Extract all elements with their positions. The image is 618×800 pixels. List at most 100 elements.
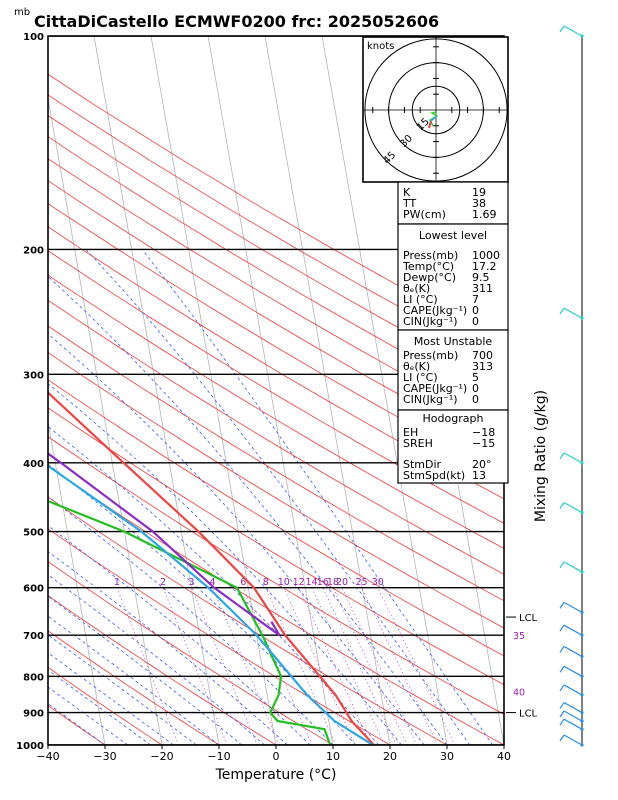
mixing-ratio-label: 6	[240, 577, 246, 588]
index-label: PW(cm)	[403, 208, 446, 221]
y-tick-label: 300	[23, 370, 44, 381]
moist-adiabat	[48, 550, 288, 745]
wind-barb-flag	[559, 307, 565, 315]
dry-adiabat	[48, 352, 504, 629]
wind-barb	[563, 665, 583, 677]
wind-barb-dot	[580, 610, 584, 614]
pressure-units-label: mb	[14, 7, 30, 18]
x-tick-label: −40	[36, 750, 59, 763]
index-label: CIN(Jkg⁻¹)	[403, 393, 458, 406]
dry-adiabat	[48, 496, 448, 745]
index-label: StmSpd(kt)	[403, 469, 465, 482]
dry-adiabat	[48, 115, 504, 386]
wind-barb-dot	[580, 570, 584, 574]
wind-barb-flag	[559, 624, 565, 632]
mixing-ratio-line	[311, 587, 385, 745]
mixing-ratio-line	[332, 587, 408, 745]
x-tick-label: 0	[273, 750, 280, 763]
mixing-ratio-label: 12	[293, 577, 305, 588]
mixing-ratio-label: 8	[263, 577, 269, 588]
wind-barb-flag	[559, 452, 565, 460]
mixing-ratio-line	[191, 587, 258, 745]
moist-adiabat	[48, 652, 174, 745]
dry-adiabat	[48, 180, 504, 453]
sounding-profiles	[48, 391, 375, 745]
dry-adiabat	[48, 250, 504, 524]
mixing-ratio-line	[377, 587, 456, 745]
mixing-ratio-line	[242, 587, 313, 745]
profile-line-2	[48, 464, 374, 745]
wind-barb	[563, 601, 583, 613]
wind-barb-dot	[580, 34, 584, 38]
mixing-ratio-label: 16	[317, 577, 329, 588]
index-value: 5	[472, 371, 479, 384]
wind-barb-flag	[559, 25, 565, 33]
x-tick-label: 10	[326, 750, 340, 763]
y-tick-label: 900	[23, 709, 44, 720]
profile-line-3	[48, 452, 281, 637]
isotherm-line	[264, 36, 391, 745]
dry-adiabat	[48, 436, 504, 715]
y-tick-label: 700	[23, 631, 44, 642]
x-tick-label: −30	[93, 750, 116, 763]
hodograph-ring	[364, 38, 508, 182]
wind-barb-dot	[580, 654, 584, 659]
indices-table: K 19 TT 38 PW(cm) 1.69 Lowest level Press(mb) 10…	[397, 181, 509, 484]
index-value: 17.2	[472, 260, 497, 273]
dry-adiabat	[48, 325, 504, 602]
theta-e-label: 40	[513, 687, 525, 698]
mixing-ratio-label: 10	[278, 577, 290, 588]
index-value: 13	[472, 469, 486, 482]
wind-barb-column	[559, 25, 584, 747]
dry-adiabat	[48, 73, 504, 344]
moist-adiabat	[48, 496, 334, 745]
dry-adiabat	[48, 666, 163, 745]
mixing-ratio-line	[322, 587, 397, 745]
index-value: 0	[472, 304, 479, 317]
wind-barb	[563, 718, 583, 730]
wind-barb	[563, 561, 583, 573]
dry-adiabat	[48, 630, 220, 745]
wind-barb-flag	[559, 684, 565, 692]
dry-adiabat	[48, 465, 504, 745]
index-label: Press(mb)	[403, 249, 458, 262]
index-value: 311	[472, 282, 493, 295]
dry-adiabat	[48, 226, 504, 500]
dry-adiabat	[48, 203, 504, 476]
wind-barb-flag	[559, 702, 565, 709]
index-label: CIN(Jkg⁻¹)	[403, 315, 458, 328]
index-value: 0	[472, 382, 479, 395]
index-value: 700	[472, 349, 493, 362]
isotherm-line	[48, 96, 163, 745]
wind-barb	[563, 645, 583, 657]
wind-barb-flag	[559, 602, 565, 609]
indices-heading: Hodograph	[423, 412, 484, 425]
mixing-ratio-line	[162, 587, 228, 745]
wind-barb-dot	[580, 633, 584, 637]
y-tick-label: 800	[23, 672, 44, 683]
wind-barb-flag	[559, 646, 565, 653]
index-value: 0	[472, 315, 479, 328]
wind-barb	[563, 702, 583, 714]
dry-adiabat	[48, 274, 504, 549]
index-label: LI (°C)	[403, 371, 438, 384]
wind-barb-flag	[559, 734, 565, 742]
theta-e-label: 35	[513, 631, 525, 642]
moist-adiabat	[48, 463, 357, 745]
hodograph-ring	[411, 85, 461, 135]
dry-adiabat	[48, 595, 277, 745]
index-label: Temp(°C)	[402, 260, 454, 273]
x-tick-label: 30	[440, 750, 454, 763]
hodograph-trace-red	[428, 120, 432, 129]
index-value: 0	[472, 393, 479, 406]
index-label: K	[403, 186, 411, 199]
wind-barb	[563, 307, 583, 319]
y-tick-label: 200	[23, 245, 44, 256]
moist-adiabat	[48, 574, 265, 745]
moist-adiabat	[48, 525, 311, 745]
index-label: TT	[402, 197, 417, 210]
index-value: −18	[472, 426, 495, 439]
